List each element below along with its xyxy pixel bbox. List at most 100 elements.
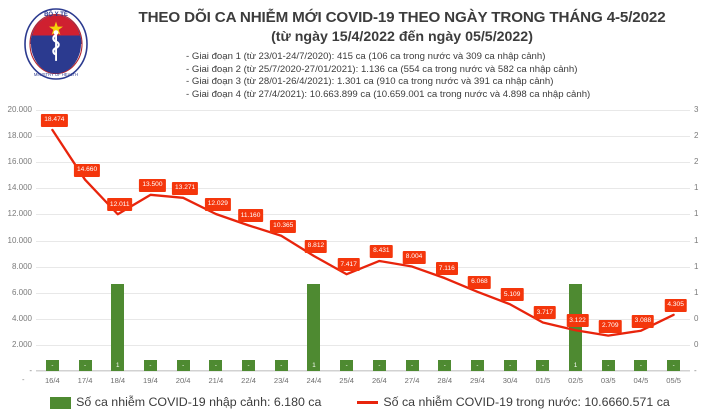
gridline bbox=[36, 318, 690, 320]
logo-text-bottom: MINISTRY OF HEALTH bbox=[34, 72, 78, 77]
line-value-label: 7.116 bbox=[435, 262, 458, 276]
line-value-label: 5.109 bbox=[500, 288, 524, 302]
y-tick-right: 0 bbox=[694, 339, 699, 349]
line-value-label: 10.365 bbox=[270, 219, 297, 233]
y-tick-right: 2 bbox=[694, 131, 699, 141]
x-tick: 17/4 bbox=[77, 376, 93, 385]
line-value-label: 12.029 bbox=[204, 198, 231, 212]
legend-item-trong-nuoc: Số ca nhiễm COVID-19 trong nước: 10.6660… bbox=[357, 395, 670, 410]
y-tick-left: 16.000 bbox=[7, 157, 32, 167]
gridline bbox=[36, 214, 690, 216]
y-tick-right: 1 bbox=[694, 261, 699, 271]
bar-value-label: - bbox=[247, 362, 250, 369]
bar[interactable]: - bbox=[242, 360, 256, 371]
bar-value-label: 1 bbox=[116, 362, 120, 369]
bar-value-label: - bbox=[541, 362, 544, 369]
gridline bbox=[36, 188, 690, 190]
line-value-label: 4.305 bbox=[664, 298, 687, 312]
y-tick-left: 6.000 bbox=[11, 287, 32, 297]
ministry-of-health-logo-icon: BỘ Y TẾ MINISTRY OF HEALTH bbox=[22, 6, 90, 86]
bar-value-label: - bbox=[149, 362, 152, 369]
bar[interactable]: - bbox=[536, 360, 550, 371]
line-path bbox=[51, 128, 675, 337]
gridline bbox=[36, 292, 690, 294]
x-axis-origin-dash: - bbox=[22, 375, 25, 384]
bar-value-label: - bbox=[443, 362, 446, 369]
line-series-trong-nuoc bbox=[51, 128, 675, 337]
y-tick-right: 1 bbox=[694, 287, 699, 297]
legend-bar-swatch-icon bbox=[50, 396, 72, 409]
bar-value-label: - bbox=[214, 362, 217, 369]
gridline bbox=[36, 344, 690, 346]
bar[interactable]: - bbox=[405, 360, 419, 371]
y-tick-right: 2 bbox=[694, 157, 699, 167]
x-tick: 03/5 bbox=[600, 376, 616, 385]
bar[interactable]: - bbox=[634, 360, 648, 371]
bar[interactable]: - bbox=[176, 360, 190, 371]
line-value-label: 3.122 bbox=[566, 314, 589, 328]
line-value-label: 3.088 bbox=[631, 314, 655, 328]
y-tick-right: 1 bbox=[694, 235, 699, 245]
y-tick-left: 18.000 bbox=[7, 131, 32, 141]
bar-value-label: 1 bbox=[312, 362, 316, 369]
gridline bbox=[36, 110, 690, 111]
bar[interactable]: 1 bbox=[307, 284, 321, 371]
page-title: THEO DÕI CA NHIỄM MỚI COVID-19 THEO NGÀY… bbox=[138, 9, 666, 26]
bar[interactable]: - bbox=[438, 360, 452, 371]
x-tick: 01/5 bbox=[535, 376, 551, 385]
line-value-label: 8.431 bbox=[370, 244, 393, 258]
phase-line-2: - Giai đoạn 2 (từ 25/7/2020-27/01/2021):… bbox=[186, 63, 578, 75]
line-value-label: 6.068 bbox=[468, 275, 491, 289]
x-tick: 02/5 bbox=[568, 376, 583, 385]
chart-header: BỘ Y TẾ MINISTRY OF HEALTH THEO DÕI CA N… bbox=[0, 0, 720, 104]
y-tick-right: 0 bbox=[694, 313, 699, 323]
bar[interactable]: - bbox=[274, 360, 288, 371]
chart-area: - 2.000 4.000 6.000 8.000 10.000 12.000 14.000 1… bbox=[0, 104, 720, 415]
bar[interactable]: - bbox=[209, 360, 223, 371]
x-tick: 30/4 bbox=[502, 376, 518, 385]
line-value-label: 11.160 bbox=[237, 209, 264, 223]
line-value-label: 13.500 bbox=[139, 178, 166, 192]
y-tick-right: 1 bbox=[694, 183, 699, 193]
x-tick: 26/4 bbox=[371, 376, 387, 385]
bar-value-label: - bbox=[411, 362, 414, 369]
bar[interactable]: - bbox=[503, 360, 517, 371]
bar[interactable]: - bbox=[78, 360, 92, 371]
y-tick-left: - bbox=[29, 366, 32, 375]
bar-value-label: - bbox=[476, 362, 479, 369]
x-tick: 28/4 bbox=[437, 376, 453, 385]
legend-item-nhap-canh: Số ca nhiễm COVID-19 nhập cảnh: 6.180 ca bbox=[50, 395, 321, 410]
bar[interactable]: - bbox=[340, 360, 354, 371]
phase-line-4: - Giai đoạn 4 (từ 27/4/2021): 10.663.899… bbox=[186, 88, 591, 100]
phase-line-3: - Giai đoạn 3 (từ 28/01-26/4/2021): 1.30… bbox=[186, 76, 554, 88]
y-tick-left: 2.000 bbox=[11, 339, 32, 349]
y-tick-left: 4.000 bbox=[11, 313, 32, 323]
line-value-label: 18.474 bbox=[41, 113, 68, 127]
logo-text-top: BỘ Y TẾ bbox=[44, 10, 68, 18]
bar[interactable]: - bbox=[143, 360, 157, 371]
x-tick: 18/4 bbox=[110, 376, 126, 385]
x-axis-line bbox=[36, 370, 690, 371]
x-tick: 04/5 bbox=[633, 376, 649, 385]
line-value-label: 8.004 bbox=[402, 250, 426, 264]
bar-value-label: - bbox=[509, 362, 512, 369]
bar[interactable]: 1 bbox=[569, 284, 583, 371]
bar-value-label: - bbox=[639, 362, 642, 369]
bar[interactable]: - bbox=[667, 360, 681, 371]
plot-area: - 2.000 4.000 6.000 8.000 10.000 12.000 14.000 1… bbox=[8, 106, 699, 386]
bar[interactable]: - bbox=[470, 360, 484, 371]
bar-value-label: - bbox=[84, 362, 87, 369]
bar[interactable]: 1 bbox=[111, 284, 125, 371]
bar[interactable]: - bbox=[601, 360, 615, 371]
page-subtitle: (từ ngày 15/4/2022 đến ngày 05/5/2022) bbox=[271, 29, 533, 45]
x-tick: 24/4 bbox=[306, 376, 322, 385]
x-tick: 22/4 bbox=[241, 376, 256, 385]
gridline bbox=[36, 240, 690, 242]
y-tick-left: 10.000 bbox=[7, 235, 32, 245]
y-tick-left: 12.000 bbox=[7, 209, 32, 219]
x-tick: 21/4 bbox=[208, 376, 224, 385]
bar[interactable]: - bbox=[372, 360, 386, 371]
bar[interactable]: - bbox=[45, 360, 59, 371]
gridline bbox=[36, 136, 690, 138]
